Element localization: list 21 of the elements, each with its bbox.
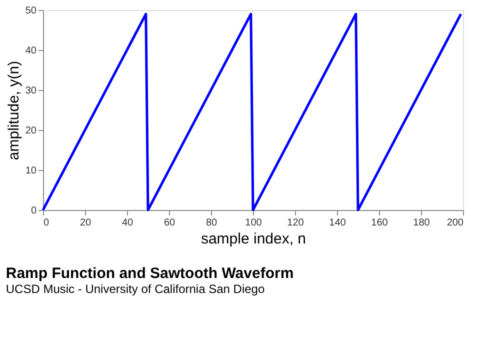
y-tick-label: 40 <box>25 46 37 56</box>
x-axis-title: sample index, n <box>200 230 306 248</box>
y-tick-label: 50 <box>25 6 37 16</box>
x-tick-label: 180 <box>413 218 430 228</box>
x-tick-label: 120 <box>287 218 304 228</box>
x-tick-label: 160 <box>371 218 388 228</box>
text: Ramp Function and Sawtooth Waveform <box>6 265 294 282</box>
y-axis-title: amplitude, y(n) <box>5 60 22 160</box>
y-tick-label: 30 <box>25 86 37 96</box>
x-tick-label: 140 <box>329 218 346 228</box>
text: UCSD Music - University of California San Diego <box>6 282 265 296</box>
x-tick-label: 200 <box>446 218 464 228</box>
x-tick-label: 0 <box>44 218 50 228</box>
x-tick-label: 80 <box>206 218 218 228</box>
x-tick-label: 100 <box>245 218 262 228</box>
x-tick-label: 20 <box>80 218 92 228</box>
y-tick-label: 20 <box>25 126 37 136</box>
x-tick-label: 40 <box>122 218 134 228</box>
y-tick-label: 0 <box>30 206 37 216</box>
x-tick-label: 60 <box>164 218 176 228</box>
y-tick-label: 10 <box>25 166 37 176</box>
